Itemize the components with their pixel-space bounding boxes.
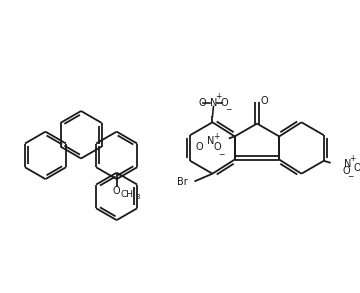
Text: O: O [213,142,221,152]
Text: +: + [213,132,219,141]
Text: Br: Br [177,177,188,188]
Text: O: O [199,98,206,108]
Text: −: − [225,105,231,114]
Text: O: O [354,163,360,173]
Text: O: O [260,96,268,106]
Text: −: − [218,150,224,159]
Text: +: + [349,154,356,163]
Text: −: − [347,172,354,181]
Text: O: O [343,166,350,176]
Text: O: O [195,142,203,152]
Text: N: N [207,136,215,146]
Text: +: + [215,92,222,101]
Text: 3: 3 [135,194,140,200]
Text: CH: CH [120,190,133,199]
Text: O: O [221,98,228,108]
Text: N: N [210,98,217,108]
Text: N: N [344,159,351,169]
Text: O: O [113,186,120,196]
